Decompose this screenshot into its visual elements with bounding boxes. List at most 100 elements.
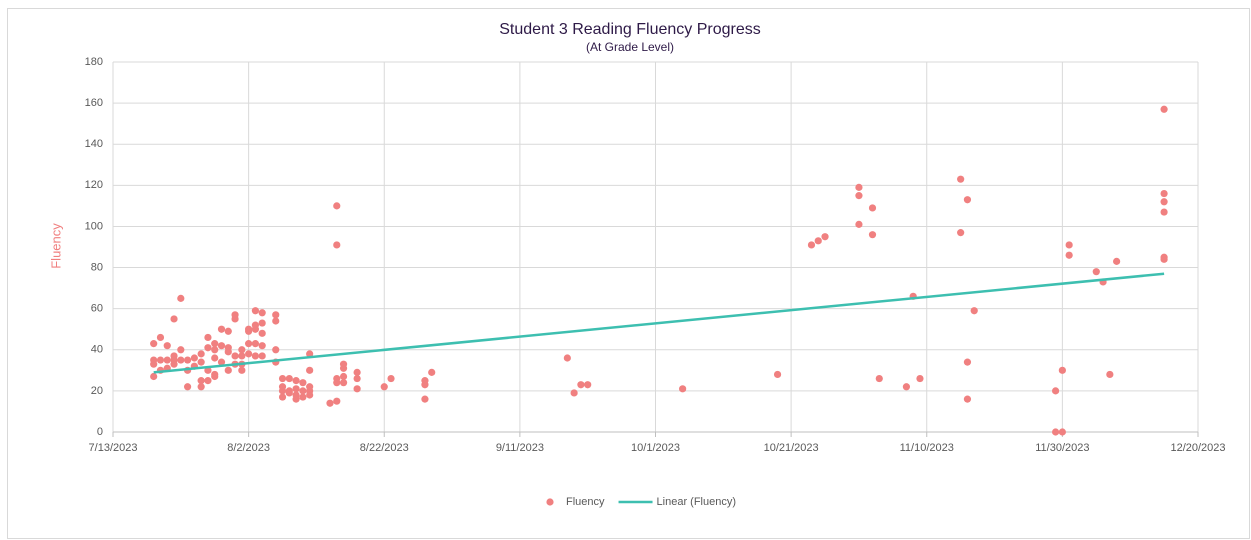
data-point <box>679 385 687 393</box>
y-tick-label: 20 <box>91 385 103 397</box>
data-point <box>814 237 822 245</box>
data-point <box>211 354 219 362</box>
data-point <box>170 315 178 323</box>
data-point <box>855 183 863 191</box>
y-tick-label: 180 <box>85 56 103 68</box>
y-tick-label: 80 <box>91 261 103 273</box>
data-point <box>245 340 253 348</box>
x-tick-label: 10/21/2023 <box>764 442 819 454</box>
data-point <box>387 374 395 383</box>
data-point <box>183 383 192 391</box>
data-point <box>278 374 287 383</box>
data-point <box>1160 255 1168 263</box>
data-point <box>868 204 877 212</box>
data-point <box>855 220 863 228</box>
x-tick-label: 11/30/2023 <box>1035 442 1089 454</box>
y-axis-label: Fluency <box>48 223 63 269</box>
x-tick-label: 12/20/2023 <box>1170 442 1225 454</box>
data-point <box>258 342 266 350</box>
data-point <box>272 317 280 325</box>
y-tick-label: 60 <box>91 303 103 315</box>
data-point <box>963 196 972 204</box>
data-point <box>1106 370 1114 379</box>
data-point <box>231 315 239 323</box>
x-tick-label: 8/22/2023 <box>360 442 409 454</box>
data-point <box>238 352 246 360</box>
data-point <box>333 241 341 249</box>
data-point <box>333 379 341 387</box>
data-point <box>204 366 212 374</box>
data-point <box>339 364 348 372</box>
data-point <box>217 358 226 366</box>
x-tick-label: 10/1/2023 <box>631 442 680 454</box>
y-tick-label: 40 <box>91 344 103 356</box>
data-point <box>258 319 266 327</box>
data-point <box>326 399 334 407</box>
y-tick-label: 140 <box>85 138 103 150</box>
y-tick-label: 0 <box>97 426 103 438</box>
data-point <box>963 358 972 366</box>
data-point <box>292 385 300 393</box>
data-point <box>306 350 314 358</box>
data-point <box>197 358 205 366</box>
data-point <box>156 356 165 364</box>
data-point <box>177 356 185 364</box>
data-point <box>245 350 253 358</box>
data-point <box>1160 105 1168 113</box>
chart-frame <box>7 8 1250 539</box>
data-point <box>1160 189 1168 198</box>
x-tick-label: 7/13/2023 <box>89 442 138 454</box>
data-point <box>963 395 972 403</box>
data-point <box>306 366 314 374</box>
data-point <box>217 325 226 333</box>
data-point <box>333 202 341 210</box>
data-point <box>380 383 388 391</box>
data-point <box>245 327 253 335</box>
data-point <box>970 307 978 315</box>
data-point <box>1065 241 1073 249</box>
data-point <box>197 383 205 391</box>
data-point <box>353 374 361 383</box>
data-point <box>177 294 185 302</box>
legend-marker <box>546 498 554 506</box>
data-point <box>150 340 158 348</box>
data-point <box>855 192 863 200</box>
x-tick-label: 8/2/2023 <box>227 442 270 454</box>
legend-label: Linear (Fluency) <box>657 496 736 508</box>
data-point <box>190 354 198 362</box>
data-point <box>163 356 171 364</box>
data-point <box>183 356 192 364</box>
data-point <box>197 377 205 385</box>
data-point <box>421 381 429 389</box>
data-point <box>333 397 341 405</box>
data-point <box>197 350 205 358</box>
data-point <box>807 241 816 249</box>
trend-line <box>153 272 1165 374</box>
data-point <box>251 325 260 333</box>
data-point <box>292 395 300 403</box>
data-point <box>902 383 911 391</box>
data-point <box>204 377 212 385</box>
data-point <box>584 381 592 389</box>
data-point <box>1058 428 1066 436</box>
data-point <box>163 342 171 350</box>
data-point <box>150 360 158 368</box>
data-point <box>258 329 266 337</box>
data-point <box>224 348 232 356</box>
data-point <box>285 389 293 397</box>
data-point <box>299 387 307 395</box>
data-point <box>211 372 219 381</box>
data-point <box>272 346 280 354</box>
data-point <box>204 333 212 342</box>
data-point <box>821 233 829 241</box>
chart-subtitle: (At Grade Level) <box>586 40 674 54</box>
data-point <box>231 352 239 360</box>
data-point <box>285 374 293 383</box>
data-point <box>916 374 924 383</box>
x-tick-label: 9/11/2023 <box>496 442 544 454</box>
data-point <box>353 385 361 393</box>
data-point <box>217 342 226 350</box>
data-point <box>1051 428 1060 436</box>
data-point <box>258 309 266 317</box>
